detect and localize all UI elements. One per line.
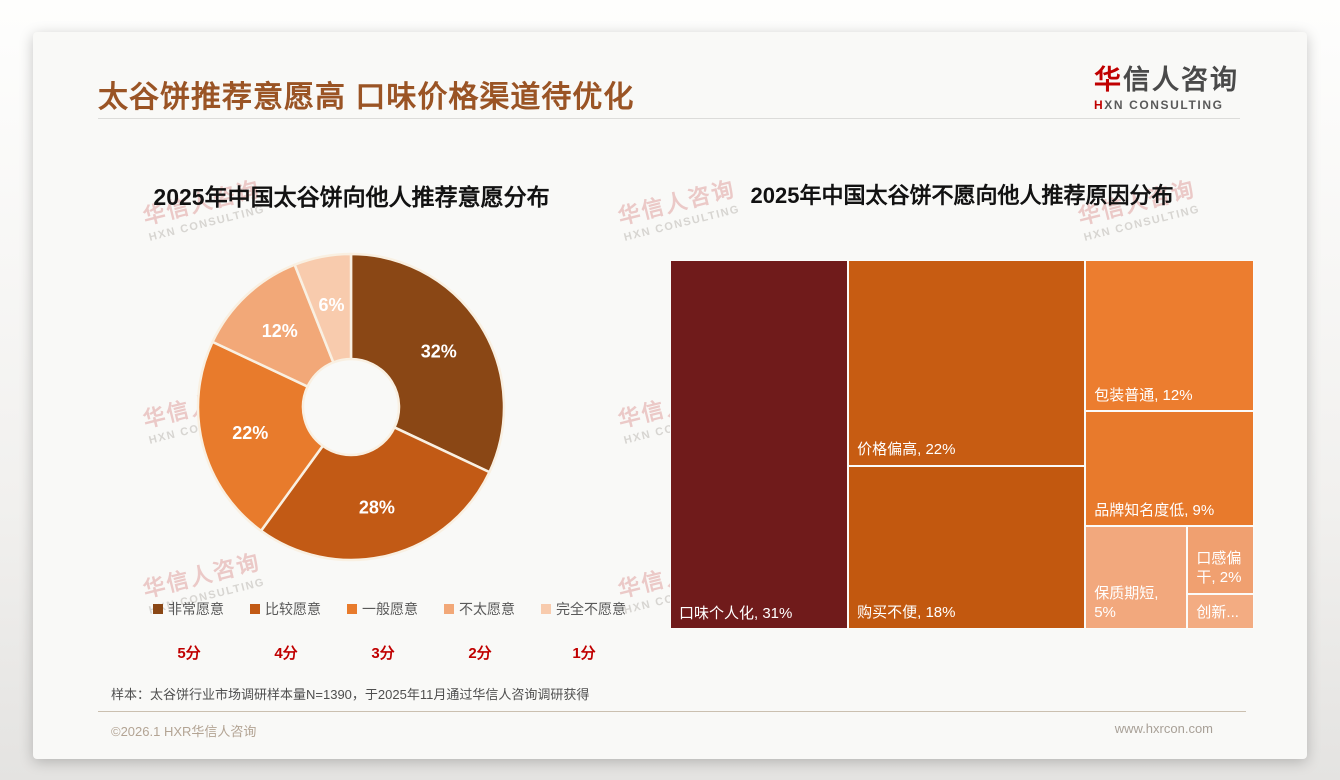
treemap-cell-label: 创新... — [1196, 604, 1239, 622]
treemap-cell-label: 口味个人化, 31% — [679, 604, 793, 622]
legend-label: 一般愿意 — [362, 601, 418, 617]
website-text: www.hxrcon.com — [1114, 721, 1213, 736]
score-label: 4分 — [274, 645, 298, 662]
score-label: 2分 — [468, 645, 492, 662]
legend-label: 完全不愿意 — [556, 601, 626, 617]
donut-slice-value: 22% — [232, 423, 268, 443]
donut-slice-比较愿意 — [259, 426, 491, 562]
treemap-cell-label: 保质期短, 5% — [1094, 584, 1159, 622]
legend-item: 比较愿意 — [250, 599, 322, 619]
legend-swatch — [250, 604, 260, 614]
treemap-cell-创新: 创新... — [1187, 593, 1254, 629]
treemap-chart: 口味个人化, 31% 价格偏高, 22% 购买不便, 18% 包装普通, 12% 品牌知… — [670, 260, 1254, 629]
score-row: 5分 4分 3分 2分 1分 — [153, 642, 627, 663]
score-label: 1分 — [572, 645, 596, 662]
copyright-text: ©2026.1 HXR华信人咨询 — [111, 724, 257, 739]
company-logo: 华信人咨询 HXN CONSULTING — [1094, 58, 1239, 112]
treemap-cell-label: 价格偏高, 22% — [857, 441, 956, 459]
legend-label: 比较愿意 — [265, 601, 321, 617]
donut-slice-value: 6% — [319, 295, 345, 315]
treemap-cell-购买不便: 购买不便, 18% — [848, 465, 1086, 629]
treemap-cell-label: 口感偏干, 2% — [1196, 549, 1242, 587]
treemap-cell-label: 购买不便, 18% — [857, 604, 956, 622]
legend-swatch — [444, 604, 454, 614]
score-label: 3分 — [371, 645, 395, 662]
legend-item: 完全不愿意 — [541, 599, 627, 619]
legend-item: 一般愿意 — [347, 599, 419, 619]
footer-divider — [98, 711, 1246, 712]
legend-item: 非常愿意 — [153, 599, 225, 619]
treemap-chart-title: 2025年中国太谷饼不愿向他人推荐原因分布 — [750, 183, 1174, 208]
treemap-cell-label: 品牌知名度低, 9% — [1094, 501, 1215, 519]
legend-label: 不太愿意 — [459, 601, 515, 617]
header-divider — [98, 118, 1240, 119]
donut-chart-title: 2025年中国太谷饼向他人推荐意愿分布 — [153, 184, 550, 210]
page-title: 太谷饼推荐意愿高 口味价格渠道待优化 — [98, 81, 635, 114]
score-label: 5分 — [177, 645, 201, 662]
donut-slice-value: 28% — [359, 498, 395, 518]
slide-card: 华信人咨询 HXN CONSULTING 华信人咨询 HXN CONSULTING 华信… — [33, 32, 1307, 759]
donut-slice-非常愿意 — [349, 252, 506, 474]
donut-slice-一般愿意 — [196, 340, 325, 533]
donut-legend: 非常愿意 比较愿意 一般愿意 不太愿意 完全不愿意 — [153, 599, 627, 619]
treemap-cell-口感偏干: 口感偏干, 2% — [1187, 526, 1254, 594]
treemap-cell-品牌知名度低: 品牌知名度低, 9% — [1085, 411, 1254, 527]
legend-swatch — [153, 604, 163, 614]
sample-footnote: 样本：太谷饼行业市场调研样本量N=1390，于2025年11月通过华信人咨询调研… — [111, 687, 590, 702]
donut-chart: 32% 28% 22% 12% 6% — [196, 252, 506, 562]
treemap-cell-口味个人化: 口味个人化, 31% — [670, 260, 849, 629]
treemap-cell-价格偏高: 价格偏高, 22% — [848, 260, 1086, 466]
donut-slice-value: 12% — [262, 321, 298, 341]
treemap-cell-保质期短: 保质期短, 5% — [1085, 526, 1188, 629]
donut-slice-value: 32% — [421, 341, 457, 361]
logo-english: HXN CONSULTING — [1094, 98, 1224, 112]
donut-slice-不太愿意 — [211, 263, 335, 388]
treemap-cell-label: 包装普通, 12% — [1094, 386, 1193, 404]
legend-swatch — [541, 604, 551, 614]
legend-swatch — [347, 604, 357, 614]
legend-label: 非常愿意 — [168, 601, 224, 617]
treemap-cell-包装普通: 包装普通, 12% — [1085, 260, 1254, 412]
donut-slice-完全不愿意 — [293, 252, 353, 364]
legend-item: 不太愿意 — [444, 599, 516, 619]
logo-chinese: 华信人咨询 — [1094, 65, 1239, 95]
